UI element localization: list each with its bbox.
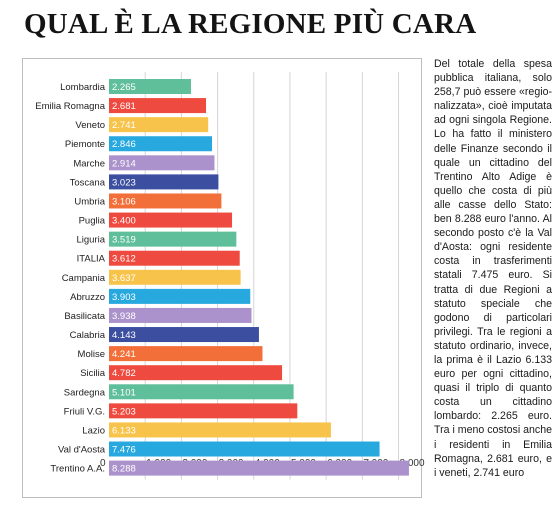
value-label: 3.519 — [112, 235, 136, 246]
bar — [109, 403, 298, 419]
bar — [109, 365, 283, 381]
value-label: 5.101 — [112, 387, 136, 398]
value-label: 3.106 — [112, 196, 136, 207]
bar — [109, 346, 263, 362]
page-title: QUAL È LA REGIONE PIÙ CARA — [24, 8, 477, 40]
value-label: 2.846 — [112, 139, 136, 150]
category-label: Val d'Aosta — [58, 445, 106, 456]
bar — [109, 288, 251, 304]
x-tick-label: 0 — [100, 458, 106, 469]
bar — [109, 174, 219, 190]
category-label: Toscana — [70, 177, 106, 188]
bar — [109, 193, 222, 209]
category-label: ITALIA — [77, 254, 106, 265]
bar — [109, 460, 409, 476]
bar — [109, 269, 241, 285]
value-label: 8.288 — [112, 464, 136, 475]
category-label: Basilicata — [64, 311, 105, 322]
bar — [109, 155, 215, 171]
value-label: 2.914 — [112, 158, 136, 169]
bar — [109, 250, 240, 266]
bar — [109, 117, 209, 133]
value-label: 3.903 — [112, 292, 136, 303]
value-label: 2.741 — [112, 120, 136, 131]
value-label: 3.400 — [112, 216, 136, 227]
value-label: 4.782 — [112, 368, 136, 379]
value-label: 3.023 — [112, 177, 136, 188]
bar — [109, 212, 233, 228]
category-label: Molise — [78, 349, 105, 360]
category-label: Umbria — [74, 196, 105, 207]
value-label: 4.241 — [112, 349, 136, 360]
article-text: Del totale della spesa pubblica italiana… — [434, 58, 552, 479]
value-label: 7.476 — [112, 445, 136, 456]
category-label: Liguria — [76, 235, 105, 246]
value-label: 3.612 — [112, 254, 136, 265]
value-label: 2.265 — [112, 82, 136, 93]
category-label: Abruzzo — [70, 292, 105, 303]
value-label: 3.637 — [112, 273, 136, 284]
value-label: 5.203 — [112, 406, 136, 417]
category-label: Lazio — [82, 425, 105, 436]
bar — [109, 422, 331, 438]
category-label: Sicilia — [80, 368, 106, 379]
value-label: 3.938 — [112, 311, 136, 322]
category-label: Puglia — [79, 216, 106, 227]
category-label: Campania — [62, 273, 106, 284]
value-label: 4.143 — [112, 330, 136, 341]
bar — [109, 307, 252, 323]
category-label: Marche — [73, 158, 105, 169]
value-label: 2.681 — [112, 101, 136, 112]
bar — [109, 79, 191, 94]
x-tick-label: 8.000 — [400, 458, 425, 469]
category-label: Friuli V.G. — [64, 406, 105, 417]
bar — [109, 231, 237, 247]
bar — [109, 327, 259, 343]
bar — [109, 441, 380, 457]
category-label: Calabria — [70, 330, 106, 341]
category-label: Sardegna — [64, 387, 106, 398]
category-label: Emilia Romagna — [35, 101, 105, 112]
category-label: Piemonte — [65, 139, 105, 150]
category-label: Veneto — [75, 120, 105, 131]
bar — [109, 136, 212, 152]
category-label: Trentino A.A. — [50, 464, 105, 475]
category-label: Lombardia — [60, 82, 106, 93]
bar — [109, 98, 207, 114]
bar — [109, 384, 294, 400]
value-label: 6.133 — [112, 425, 136, 436]
